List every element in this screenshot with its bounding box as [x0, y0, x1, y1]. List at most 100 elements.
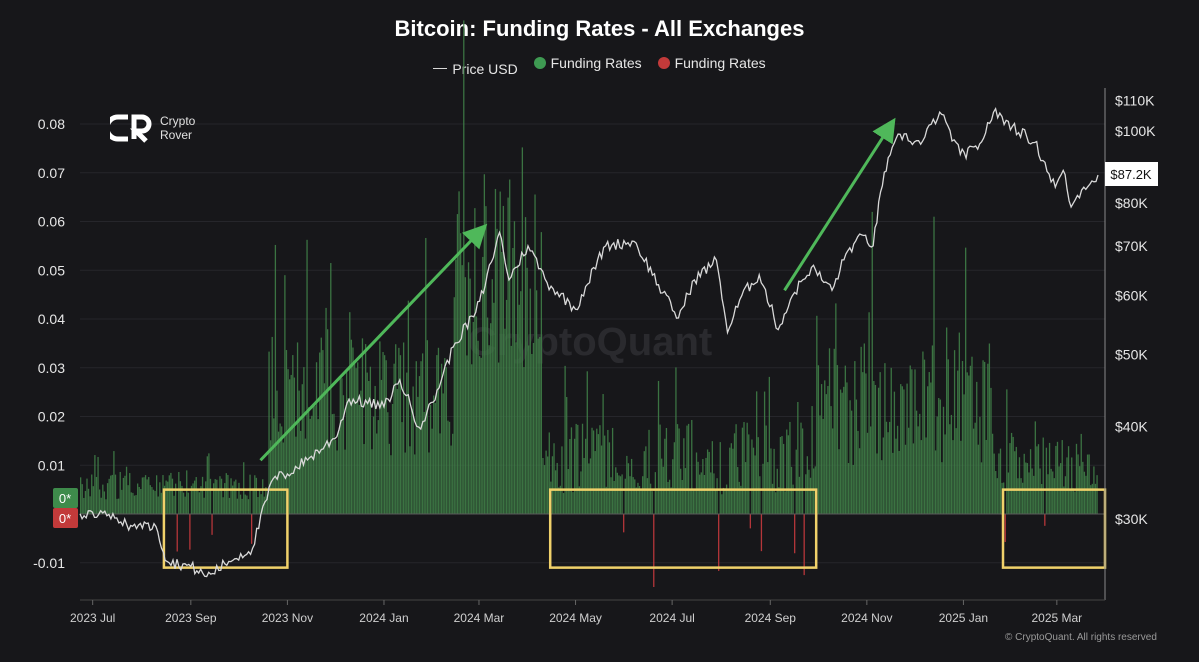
funding-bar-positive [621, 474, 623, 514]
funding-bar-positive [350, 339, 353, 514]
legend-label-price: Price USD [452, 60, 518, 77]
funding-bar-positive [787, 435, 789, 514]
funding-bar-positive [581, 423, 584, 514]
funding-bar-positive [592, 430, 595, 514]
funding-bar-positive [786, 429, 788, 514]
funding-bar-positive [819, 415, 821, 514]
funding-bar-positive [455, 259, 457, 514]
funding-bar-positive [447, 420, 449, 514]
legend-item-funding-negative[interactable]: Funding Rates [657, 55, 766, 71]
funding-bar-positive [167, 481, 169, 514]
funding-bar-positive [904, 444, 907, 514]
funding-bars [80, 20, 1098, 587]
funding-bar-positive [716, 478, 718, 514]
funding-bar-positive [751, 439, 753, 514]
funding-bar-positive [497, 362, 500, 514]
funding-bar-positive [328, 441, 330, 514]
trend-arrow [783, 117, 896, 292]
funding-bar-positive [608, 442, 611, 514]
funding-bar-positive [605, 486, 607, 514]
funding-bar-positive [249, 474, 251, 514]
funding-bar-positive [635, 487, 638, 514]
funding-bar-positive [121, 489, 123, 514]
funding-bar-positive [634, 479, 636, 514]
funding-bar-positive [369, 366, 372, 514]
funding-bar-positive [572, 492, 574, 514]
highlight-box [162, 488, 289, 569]
funding-bar-positive [887, 432, 889, 514]
funding-bar-positive [768, 376, 770, 514]
funding-bar-positive [703, 474, 706, 514]
funding-bar-positive [100, 497, 102, 514]
funding-bar-positive [344, 449, 346, 514]
funding-bar-positive [1069, 489, 1071, 514]
funding-bar-positive [284, 275, 286, 514]
legend-line-swatch [433, 68, 448, 69]
funding-bar-positive [98, 489, 101, 514]
funding-bar-positive [830, 406, 832, 514]
funding-bar-positive [366, 372, 368, 514]
funding-bar-positive [266, 494, 269, 514]
funding-bar-positive [854, 361, 856, 514]
funding-bar-positive [507, 197, 509, 514]
funding-bar-positive [399, 355, 402, 514]
legend-item-price[interactable]: Price USD [433, 60, 518, 77]
funding-bar-positive [108, 478, 110, 514]
funding-bar-positive [950, 414, 953, 514]
funding-bar-positive [597, 434, 600, 514]
funding-bar-positive [817, 365, 820, 514]
funding-bar-positive [534, 194, 536, 514]
funding-bar-positive [838, 449, 840, 514]
legend-item-funding-positive[interactable]: Funding Rates [533, 55, 642, 71]
funding-bar-positive [881, 460, 883, 514]
funding-bar-positive [393, 363, 395, 514]
zero-badge-negative-label: 0* [59, 511, 71, 526]
funding-bar-positive [835, 303, 837, 514]
funding-bar-positive [858, 448, 861, 514]
funding-bar-positive [648, 429, 650, 514]
funding-bar-positive [300, 430, 302, 514]
funding-bar-positive [222, 497, 224, 514]
funding-bar-positive [559, 485, 562, 514]
funding-bar-positive [114, 474, 117, 514]
funding-bar-positive [401, 422, 403, 514]
x-axis-tick-label: 2025 Mar [1031, 611, 1082, 625]
funding-bar-positive [778, 487, 780, 514]
funding-bar-positive [1048, 442, 1051, 514]
funding-bar-positive [243, 462, 245, 514]
funding-bar-positive [448, 421, 451, 514]
funding-bar-positive [687, 423, 690, 514]
funding-bar-positive [985, 439, 987, 514]
funding-bar-positive [406, 372, 408, 514]
funding-bar-positive [409, 446, 411, 514]
funding-bar-positive [80, 477, 82, 514]
funding-bar-positive [822, 418, 824, 514]
funding-bar-positive [390, 455, 392, 514]
funding-bar-positive [936, 416, 938, 514]
funding-bar-positive [922, 351, 924, 514]
funding-bar-positive [87, 488, 90, 514]
funding-bar-positive [901, 386, 903, 514]
funding-bar-positive [754, 455, 756, 514]
funding-bar-positive [200, 486, 202, 514]
funding-bar-positive [947, 359, 949, 514]
funding-bar-positive [130, 492, 132, 514]
funding-bar-positive [852, 464, 854, 514]
funding-bar-positive [1029, 449, 1032, 514]
funding-bar-positive [1061, 440, 1063, 514]
funding-bar-positive [920, 440, 922, 514]
funding-bar-positive [542, 457, 544, 514]
funding-bar-positive [236, 498, 239, 514]
funding-bar-positive [209, 478, 212, 514]
funding-bar-positive [220, 478, 223, 514]
funding-bar-positive [326, 329, 329, 514]
funding-bar-positive [1007, 472, 1010, 514]
funding-bar-positive [122, 477, 125, 514]
funding-bar-positive [1088, 454, 1090, 514]
funding-bar-positive [374, 385, 376, 514]
funding-bar-positive [729, 447, 731, 514]
x-axis-tick-label: 2024 Jan [359, 611, 408, 625]
funding-bar-positive [361, 338, 364, 514]
funding-bar-positive [203, 497, 205, 514]
